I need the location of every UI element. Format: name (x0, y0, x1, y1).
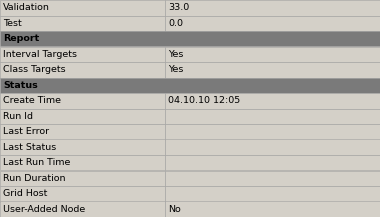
Text: Run Duration: Run Duration (3, 174, 65, 183)
Text: No: No (168, 205, 181, 214)
Text: Grid Host: Grid Host (3, 189, 47, 198)
Bar (165, 108, 380, 124)
Text: 33.0: 33.0 (168, 3, 190, 12)
Text: Last Run Time: Last Run Time (3, 158, 70, 167)
Bar (0, 124, 165, 140)
Bar (165, 62, 380, 77)
Bar (165, 124, 380, 140)
Text: 0.0: 0.0 (168, 19, 183, 28)
Text: Last Error: Last Error (3, 127, 49, 136)
Bar (165, 186, 380, 202)
Bar (0, 46, 165, 62)
Text: User-Added Node: User-Added Node (3, 205, 85, 214)
Bar (0, 0, 165, 15)
Bar (165, 155, 380, 171)
Bar (0, 62, 165, 77)
Text: Run Id: Run Id (3, 112, 33, 121)
Text: Class Targets: Class Targets (3, 65, 66, 74)
Text: Report: Report (3, 34, 39, 43)
Text: Yes: Yes (168, 65, 184, 74)
Bar (0, 77, 380, 93)
Text: Interval Targets: Interval Targets (3, 50, 77, 59)
Bar (165, 202, 380, 217)
Bar (0, 202, 165, 217)
Text: Create Time: Create Time (3, 96, 61, 105)
Bar (0, 140, 165, 155)
Bar (165, 171, 380, 186)
Text: Last Status: Last Status (3, 143, 56, 152)
Text: Status: Status (3, 81, 38, 90)
Text: Test: Test (3, 19, 22, 28)
Bar (165, 93, 380, 108)
Bar (0, 31, 380, 46)
Bar (0, 155, 165, 171)
Bar (0, 93, 165, 108)
Bar (0, 171, 165, 186)
Bar (0, 108, 165, 124)
Bar (165, 140, 380, 155)
Text: Validation: Validation (3, 3, 50, 12)
Bar (0, 186, 165, 202)
Bar (0, 15, 165, 31)
Bar (165, 0, 380, 15)
Text: 04.10.10 12:05: 04.10.10 12:05 (168, 96, 241, 105)
Text: Yes: Yes (168, 50, 184, 59)
Bar (165, 46, 380, 62)
Bar (165, 15, 380, 31)
